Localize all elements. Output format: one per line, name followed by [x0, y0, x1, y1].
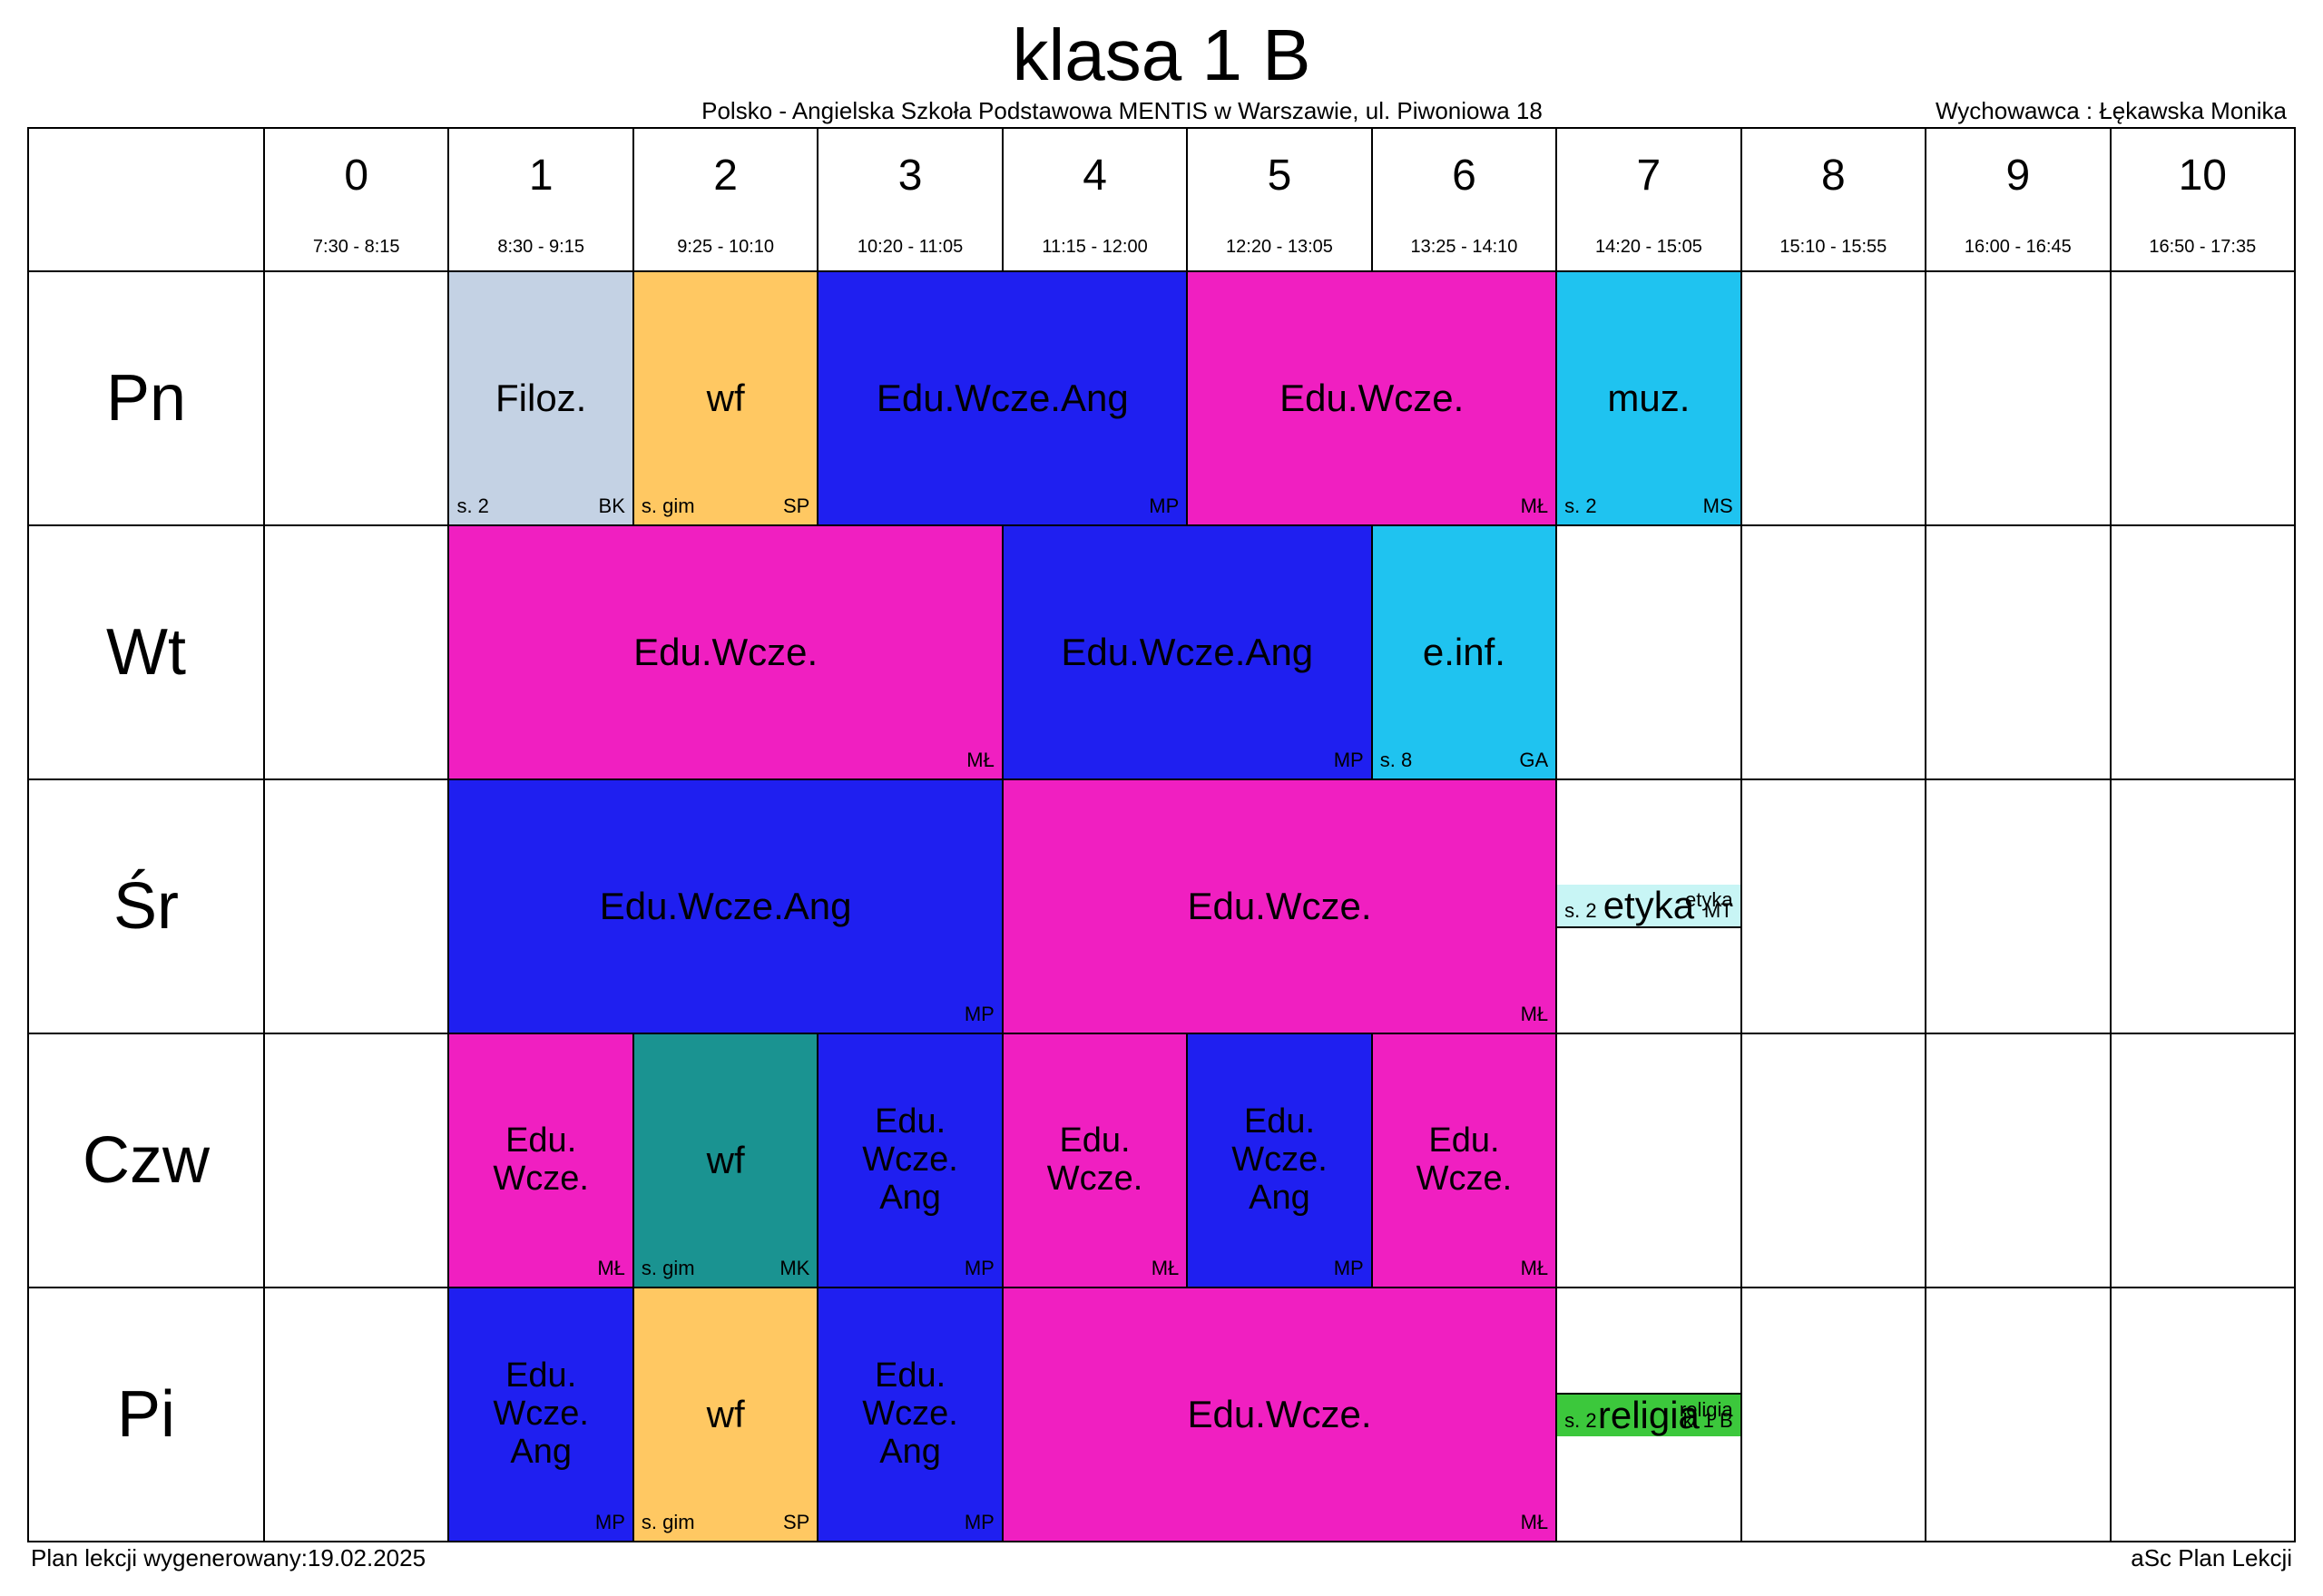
lesson-cell-half: religia religia s. 2kl 1 B	[1557, 1395, 1740, 1436]
row-wt: Wt Edu.Wcze.MŁ Edu.Wcze.AngMP e.inf.s. 8…	[28, 525, 2295, 779]
day-label: Pn	[28, 271, 264, 525]
period-header: 613:25 - 14:10	[1372, 128, 1556, 271]
footer: Plan lekcji wygenerowany:19.02.2025 aSc …	[27, 1542, 2296, 1572]
empty-cell	[1741, 1033, 1926, 1288]
empty-cell	[1741, 525, 1926, 779]
row-sr: Śr Edu.Wcze.AngMP Edu.Wcze.MŁ etyka etyk…	[28, 779, 2295, 1033]
empty-cell	[1926, 779, 2110, 1033]
lesson-cell: Edu.Wcze.AngMP	[1187, 1033, 1371, 1288]
empty-cell	[1556, 525, 1740, 779]
lesson-cell: Edu.Wcze.MŁ	[1003, 779, 1556, 1033]
row-czw: Czw Edu.Wcze.MŁ wfs. gimMK Edu.Wcze.AngM…	[28, 1033, 2295, 1288]
empty-cell	[2111, 525, 2295, 779]
period-header: 18:30 - 9:15	[448, 128, 632, 271]
empty-cell	[1741, 779, 1926, 1033]
lesson-cell: Edu.Wcze.AngMP	[818, 1288, 1002, 1542]
form-teacher: Wychowawca : Łękawska Monika	[1936, 97, 2287, 125]
timetable-page: klasa 1 B Polsko - Angielska Szkoła Pods…	[0, 0, 2323, 1596]
empty-cell	[2111, 779, 2295, 1033]
empty-cell	[2111, 1288, 2295, 1542]
day-label: Śr	[28, 779, 264, 1033]
period-header: 1016:50 - 17:35	[2111, 128, 2295, 271]
lesson-cell: Edu.Wcze.AngMP	[818, 1033, 1002, 1288]
generated-date: Plan lekcji wygenerowany:19.02.2025	[31, 1544, 426, 1572]
row-pn: Pn Filoz.s. 2BK wfs. gimSP Edu.Wcze.AngM…	[28, 271, 2295, 525]
empty-cell	[1926, 271, 2110, 525]
empty-cell	[1926, 1033, 2110, 1288]
period-header: 411:15 - 12:00	[1003, 128, 1187, 271]
lesson-cell: wfs. gimSP	[633, 1288, 818, 1542]
row-pi: Pi Edu.Wcze.AngMP wfs. gimSP Edu.Wcze.An…	[28, 1288, 2295, 1542]
empty-cell	[264, 1288, 448, 1542]
lesson-cell: Edu.Wcze.AngMP	[448, 779, 1002, 1033]
lesson-cell: Filoz.s. 2BK	[448, 271, 632, 525]
empty-cell	[1926, 1288, 2110, 1542]
lesson-cell: Edu.Wcze.MŁ	[1003, 1033, 1187, 1288]
empty-cell	[264, 1033, 448, 1288]
lesson-cell: Edu.Wcze.MŁ	[448, 525, 1002, 779]
day-label: Wt	[28, 525, 264, 779]
empty-cell	[264, 271, 448, 525]
corner-cell	[28, 128, 264, 271]
lesson-cell: e.inf.s. 8GA	[1372, 525, 1556, 779]
header-row: 07:30 - 8:15 18:30 - 9:15 29:25 - 10:10 …	[28, 128, 2295, 271]
empty-cell	[264, 779, 448, 1033]
lesson-cell: Edu.Wcze.MŁ	[1372, 1033, 1556, 1288]
split-cell: etyka etyka s. 2MT	[1556, 779, 1740, 1033]
lesson-cell: Edu.Wcze.MŁ	[448, 1033, 632, 1288]
page-title: klasa 1 B	[27, 14, 2296, 97]
lesson-cell: Edu.Wcze.MŁ	[1003, 1288, 1556, 1542]
school-name: Polsko - Angielska Szkoła Podstawowa MEN…	[309, 97, 1936, 125]
lesson-cell: muz.s. 2MS	[1556, 271, 1740, 525]
period-header: 512:20 - 13:05	[1187, 128, 1371, 271]
lesson-cell: Edu.Wcze.AngMP	[818, 271, 1187, 525]
split-cell: religia religia s. 2kl 1 B	[1556, 1288, 1740, 1542]
lesson-cell: Edu.Wcze.AngMP	[1003, 525, 1372, 779]
empty-cell	[264, 525, 448, 779]
lesson-cell-half: etyka etyka s. 2MT	[1557, 885, 1740, 928]
day-label: Pi	[28, 1288, 264, 1542]
day-label: Czw	[28, 1033, 264, 1288]
period-header: 714:20 - 15:05	[1556, 128, 1740, 271]
empty-cell	[2111, 271, 2295, 525]
subtitle-row: Polsko - Angielska Szkoła Podstawowa MEN…	[27, 97, 2296, 127]
period-header: 07:30 - 8:15	[264, 128, 448, 271]
timetable-grid: 07:30 - 8:15 18:30 - 9:15 29:25 - 10:10 …	[27, 127, 2296, 1542]
empty-cell	[2111, 1033, 2295, 1288]
software-label: aSc Plan Lekcji	[2131, 1544, 2292, 1572]
empty-cell	[1556, 1033, 1740, 1288]
empty-cell	[1741, 271, 1926, 525]
period-header: 916:00 - 16:45	[1926, 128, 2110, 271]
period-header: 310:20 - 11:05	[818, 128, 1002, 271]
lesson-cell: Edu.Wcze.AngMP	[448, 1288, 632, 1542]
empty-cell	[1741, 1288, 1926, 1542]
lesson-cell: wfs. gimSP	[633, 271, 818, 525]
period-header: 29:25 - 10:10	[633, 128, 818, 271]
period-header: 815:10 - 15:55	[1741, 128, 1926, 271]
lesson-cell: Edu.Wcze.MŁ	[1187, 271, 1556, 525]
lesson-cell: wfs. gimMK	[633, 1033, 818, 1288]
empty-cell	[1926, 525, 2110, 779]
